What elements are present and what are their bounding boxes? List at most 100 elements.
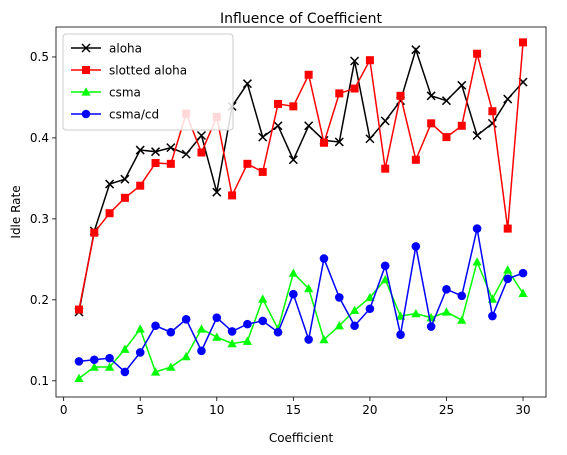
data-point-csma-cd bbox=[181, 314, 191, 324]
data-point-aloha bbox=[457, 80, 467, 90]
data-point-aloha bbox=[166, 143, 176, 153]
data-point-csma-cd bbox=[365, 304, 375, 314]
data-point-aloha bbox=[365, 134, 375, 144]
data-point-csma-cd bbox=[380, 261, 390, 271]
data-point-aloha bbox=[105, 179, 115, 189]
data-point-aloha bbox=[242, 79, 252, 89]
data-point-slotted-aloha bbox=[197, 148, 206, 157]
data-point-slotted-aloha bbox=[151, 159, 160, 168]
data-point-slotted-aloha bbox=[457, 121, 466, 130]
data-point-csma-cd bbox=[105, 353, 114, 363]
data-point-csma bbox=[457, 315, 467, 324]
data-point-csma bbox=[349, 305, 360, 315]
data-point-csma bbox=[472, 257, 482, 266]
data-point-csma-cd bbox=[212, 313, 222, 322]
data-point-slotted-aloha bbox=[488, 107, 497, 116]
x-tick-label: 10 bbox=[209, 403, 224, 417]
data-point-slotted-aloha bbox=[258, 167, 267, 176]
data-point-csma-cd bbox=[74, 357, 84, 366]
data-point-csma bbox=[503, 265, 513, 274]
legend-label: csma bbox=[109, 86, 141, 100]
data-point-aloha bbox=[212, 187, 222, 197]
data-point-csma bbox=[411, 309, 421, 318]
data-point-slotted-aloha bbox=[304, 70, 313, 79]
data-point-csma bbox=[196, 324, 207, 333]
data-point-slotted-aloha bbox=[289, 102, 298, 111]
x-tick-label: 15 bbox=[286, 403, 301, 417]
data-point-slotted-aloha bbox=[335, 89, 344, 98]
legend-label: csma/cd bbox=[109, 108, 159, 122]
chart-title: Influence of Coefficient bbox=[220, 11, 382, 27]
data-point-csma-cd bbox=[411, 242, 421, 251]
data-point-csma bbox=[104, 362, 115, 371]
data-point-slotted-aloha bbox=[319, 138, 328, 147]
data-point-csma bbox=[380, 275, 390, 284]
legend-swatch-marker bbox=[81, 43, 91, 53]
data-point-csma-cd bbox=[472, 224, 482, 233]
data-point-aloha bbox=[135, 145, 145, 155]
data-point-csma-cd bbox=[457, 291, 467, 301]
data-point-csma-cd bbox=[227, 327, 237, 336]
data-point-aloha bbox=[426, 91, 436, 101]
legend-swatch-marker bbox=[81, 87, 91, 96]
data-point-aloha bbox=[304, 121, 314, 131]
legend-swatch-marker bbox=[82, 66, 90, 74]
data-point-csma bbox=[227, 338, 237, 348]
data-point-slotted-aloha bbox=[74, 305, 83, 314]
y-tick-label: 0.5 bbox=[30, 50, 49, 64]
data-point-slotted-aloha bbox=[381, 164, 390, 173]
data-point-slotted-aloha bbox=[228, 191, 237, 200]
data-point-slotted-aloha bbox=[90, 228, 99, 237]
data-point-csma-cd bbox=[258, 316, 268, 326]
x-tick-label: 5 bbox=[136, 403, 144, 417]
data-point-slotted-aloha bbox=[442, 133, 451, 142]
y-tick-label: 0.3 bbox=[30, 212, 49, 226]
data-point-csma-cd bbox=[243, 319, 252, 329]
data-point-aloha bbox=[503, 94, 513, 104]
data-point-csma-cd bbox=[396, 330, 405, 339]
data-point-csma-cd bbox=[197, 346, 206, 356]
data-point-slotted-aloha bbox=[243, 159, 252, 168]
data-point-slotted-aloha bbox=[503, 224, 512, 233]
y-axis-label: Idle Rate bbox=[9, 185, 23, 238]
data-point-slotted-aloha bbox=[166, 159, 175, 168]
x-axis-label: Coefficient bbox=[269, 431, 334, 445]
data-point-csma-cd bbox=[503, 274, 513, 284]
data-point-csma-cd bbox=[289, 289, 298, 299]
data-point-slotted-aloha bbox=[519, 38, 528, 47]
series-csma-cd bbox=[74, 224, 528, 377]
data-point-csma bbox=[150, 367, 161, 376]
data-point-csma-cd bbox=[120, 367, 130, 377]
data-point-aloha bbox=[334, 137, 344, 147]
plot-frame bbox=[55, 26, 547, 398]
data-point-csma-cd bbox=[488, 311, 497, 321]
data-point-csma bbox=[319, 334, 329, 344]
data-point-aloha bbox=[181, 149, 191, 159]
data-point-aloha bbox=[380, 116, 390, 126]
data-point-slotted-aloha bbox=[411, 155, 420, 164]
data-point-aloha bbox=[411, 45, 421, 55]
data-point-slotted-aloha bbox=[350, 84, 359, 93]
x-tick-label: 30 bbox=[515, 403, 530, 417]
legend: aloha slotted aloha csma csma/cd bbox=[62, 33, 234, 131]
legend-label: aloha bbox=[109, 42, 142, 56]
data-point-csma bbox=[242, 336, 253, 345]
data-point-aloha bbox=[196, 130, 206, 141]
data-point-csma bbox=[365, 292, 375, 302]
x-tick-label: 25 bbox=[439, 403, 454, 417]
data-point-csma bbox=[288, 268, 298, 277]
data-point-csma bbox=[135, 324, 145, 333]
data-point-aloha bbox=[441, 96, 451, 106]
data-point-csma-cd bbox=[166, 327, 176, 337]
y-tick-label: 0.2 bbox=[30, 293, 49, 307]
data-point-csma-cd bbox=[89, 355, 99, 365]
data-point-slotted-aloha bbox=[365, 56, 374, 65]
data-point-csma-cd bbox=[334, 293, 344, 302]
data-point-csma-cd bbox=[426, 322, 436, 331]
legend-label: slotted aloha bbox=[109, 64, 187, 78]
data-point-csma-cd bbox=[151, 321, 160, 331]
data-point-csma bbox=[166, 362, 176, 371]
data-point-csma-cd bbox=[304, 335, 313, 344]
series-csma bbox=[74, 257, 528, 383]
